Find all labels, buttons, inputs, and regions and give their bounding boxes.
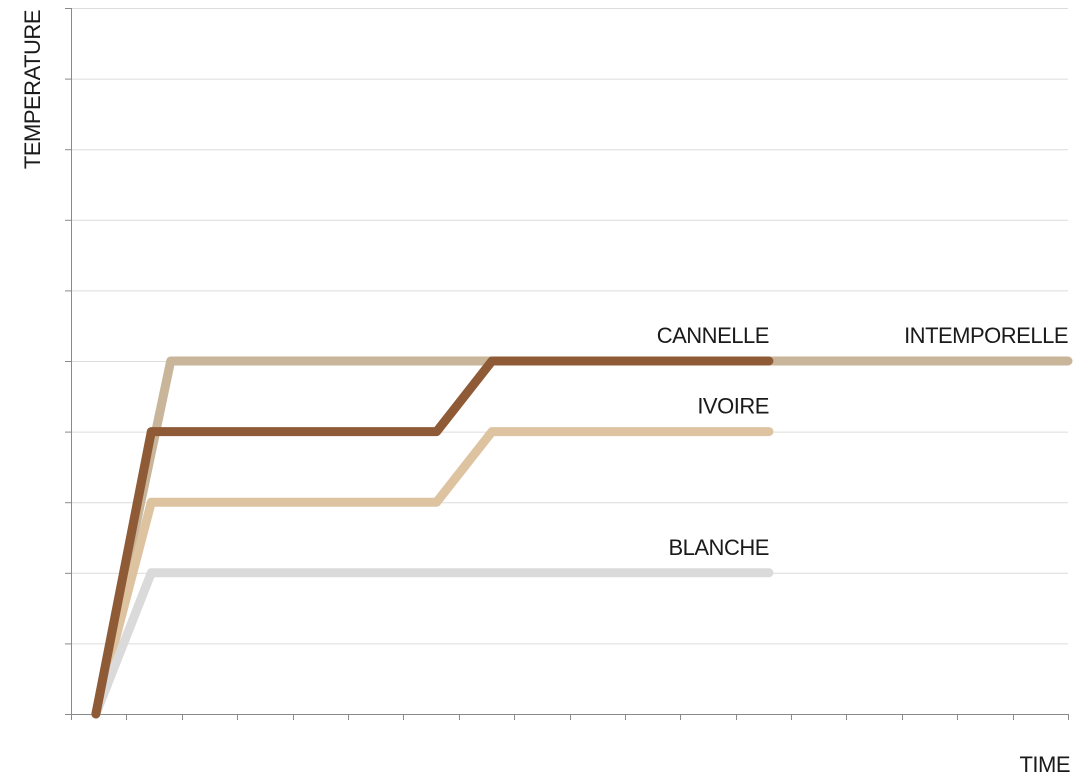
series-label-ivoire: IVOIRE	[697, 394, 769, 419]
series-label-cannelle: CANNELLE	[657, 323, 769, 348]
series-label-blanche: BLANCHE	[668, 535, 768, 560]
series-line-intemporelle	[96, 361, 1068, 714]
series-label-intemporelle: INTEMPORELLE	[904, 323, 1068, 348]
series-lines	[96, 361, 1068, 714]
y-axis-title: TEMPERATURE	[20, 10, 45, 169]
x-axis-title: TIME	[1019, 752, 1070, 777]
